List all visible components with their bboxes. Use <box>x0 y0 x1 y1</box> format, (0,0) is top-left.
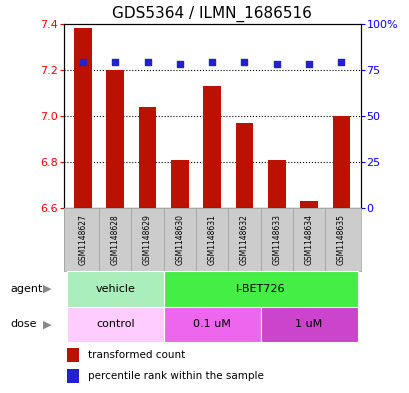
Bar <box>163 271 357 307</box>
Point <box>208 59 215 66</box>
Text: GSM1148634: GSM1148634 <box>304 214 313 265</box>
Bar <box>163 307 260 342</box>
Text: GSM1148627: GSM1148627 <box>78 214 87 265</box>
Bar <box>74 28 92 208</box>
Text: ▶: ▶ <box>43 284 51 294</box>
Bar <box>299 201 317 208</box>
Bar <box>67 307 163 342</box>
Text: GSM1148633: GSM1148633 <box>272 214 281 265</box>
Bar <box>260 307 357 342</box>
Point <box>337 59 344 66</box>
Text: 1 uM: 1 uM <box>295 319 322 329</box>
Text: GSM1148629: GSM1148629 <box>143 214 152 265</box>
Text: I-BET726: I-BET726 <box>235 284 285 294</box>
Text: dose: dose <box>10 319 37 329</box>
Point <box>112 59 118 66</box>
Bar <box>66 369 79 384</box>
Title: GDS5364 / ILMN_1686516: GDS5364 / ILMN_1686516 <box>112 6 311 22</box>
Point <box>305 61 312 67</box>
Point <box>79 59 86 66</box>
Bar <box>66 347 79 362</box>
Text: agent: agent <box>10 284 43 294</box>
Text: percentile rank within the sample: percentile rank within the sample <box>88 371 263 381</box>
Text: GSM1148628: GSM1148628 <box>110 214 119 265</box>
Text: control: control <box>96 319 134 329</box>
Point <box>240 59 247 66</box>
Text: GSM1148635: GSM1148635 <box>336 214 345 265</box>
Text: 0.1 uM: 0.1 uM <box>193 319 231 329</box>
Text: ▶: ▶ <box>43 319 51 329</box>
Bar <box>67 271 163 307</box>
Bar <box>267 160 285 208</box>
Text: GSM1148630: GSM1148630 <box>175 214 184 265</box>
Bar <box>203 86 220 208</box>
Bar <box>235 123 253 208</box>
Text: transformed count: transformed count <box>88 350 185 360</box>
Text: GSM1148631: GSM1148631 <box>207 214 216 265</box>
Bar <box>138 107 156 208</box>
Text: vehicle: vehicle <box>95 284 135 294</box>
Bar <box>171 160 188 208</box>
Point <box>144 59 151 66</box>
Text: GSM1148632: GSM1148632 <box>239 214 248 265</box>
Point <box>176 61 183 67</box>
Bar <box>106 70 124 208</box>
Point <box>273 61 279 67</box>
Bar <box>332 116 349 208</box>
